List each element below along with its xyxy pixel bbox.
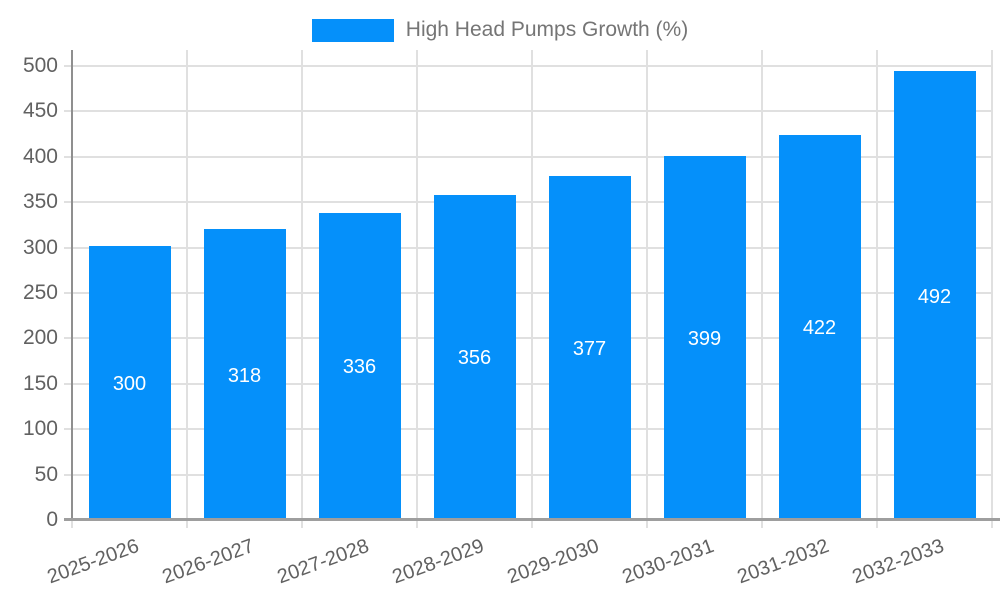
gridline-h bbox=[64, 155, 992, 158]
y-tick-label: 500 bbox=[22, 54, 58, 77]
gridline-h bbox=[64, 337, 992, 340]
y-tick-label: 350 bbox=[22, 190, 58, 214]
y-tick-label: 0 bbox=[46, 508, 58, 531]
plot-area: 300 318 336 356 377 399 422 492 bbox=[64, 50, 1000, 528]
y-tick-label: 100 bbox=[22, 417, 58, 441]
bar-value-label: 399 bbox=[687, 327, 722, 350]
bar-value-label: 422 bbox=[802, 317, 837, 340]
bar-value-label: 377 bbox=[572, 337, 607, 360]
gridline-v bbox=[876, 50, 878, 528]
gridline-v bbox=[761, 50, 763, 528]
gridline-v bbox=[531, 50, 533, 528]
gridline-h bbox=[64, 110, 992, 113]
bar-value-label: 336 bbox=[342, 356, 377, 379]
gridline-v bbox=[991, 50, 993, 528]
gridline-h bbox=[64, 473, 992, 476]
x-axis-line bbox=[64, 518, 1000, 521]
bar[interactable] bbox=[778, 134, 861, 518]
y-tick-label: 300 bbox=[22, 235, 58, 259]
y-axis-line bbox=[71, 50, 73, 520]
y-tick-label: 400 bbox=[22, 144, 58, 168]
bar[interactable] bbox=[88, 245, 171, 518]
y-tick-label: 50 bbox=[34, 462, 58, 486]
bar[interactable] bbox=[548, 175, 631, 518]
bar-value-label: 492 bbox=[917, 285, 952, 308]
bar[interactable] bbox=[318, 212, 401, 518]
bar-value-label: 356 bbox=[457, 347, 492, 370]
y-tick-label: 150 bbox=[22, 371, 58, 395]
bar-value-label: 318 bbox=[227, 364, 262, 387]
gridline-v bbox=[646, 50, 648, 528]
bar-value-label: 300 bbox=[112, 372, 147, 395]
y-tick-label: 200 bbox=[22, 326, 58, 350]
gridline-h bbox=[64, 428, 992, 431]
gridline-h bbox=[64, 201, 992, 204]
legend-label: High Head Pumps Growth (%) bbox=[405, 18, 689, 41]
legend-swatch bbox=[311, 18, 394, 42]
gridline-h bbox=[64, 65, 992, 67]
y-tick-label: 250 bbox=[22, 281, 58, 304]
gridline-v bbox=[416, 50, 418, 528]
bar[interactable] bbox=[433, 194, 516, 518]
y-tick-label: 450 bbox=[22, 99, 58, 123]
gridline-h bbox=[64, 246, 992, 249]
bar[interactable] bbox=[203, 229, 286, 518]
bar[interactable] bbox=[893, 71, 976, 518]
gridline-h bbox=[64, 292, 992, 294]
bar[interactable] bbox=[663, 155, 746, 518]
gridline-h bbox=[64, 382, 992, 385]
gridline-v bbox=[301, 50, 303, 528]
legend-item[interactable]: High Head Pumps Growth (%) bbox=[0, 18, 1000, 42]
gridline-v bbox=[186, 50, 188, 528]
